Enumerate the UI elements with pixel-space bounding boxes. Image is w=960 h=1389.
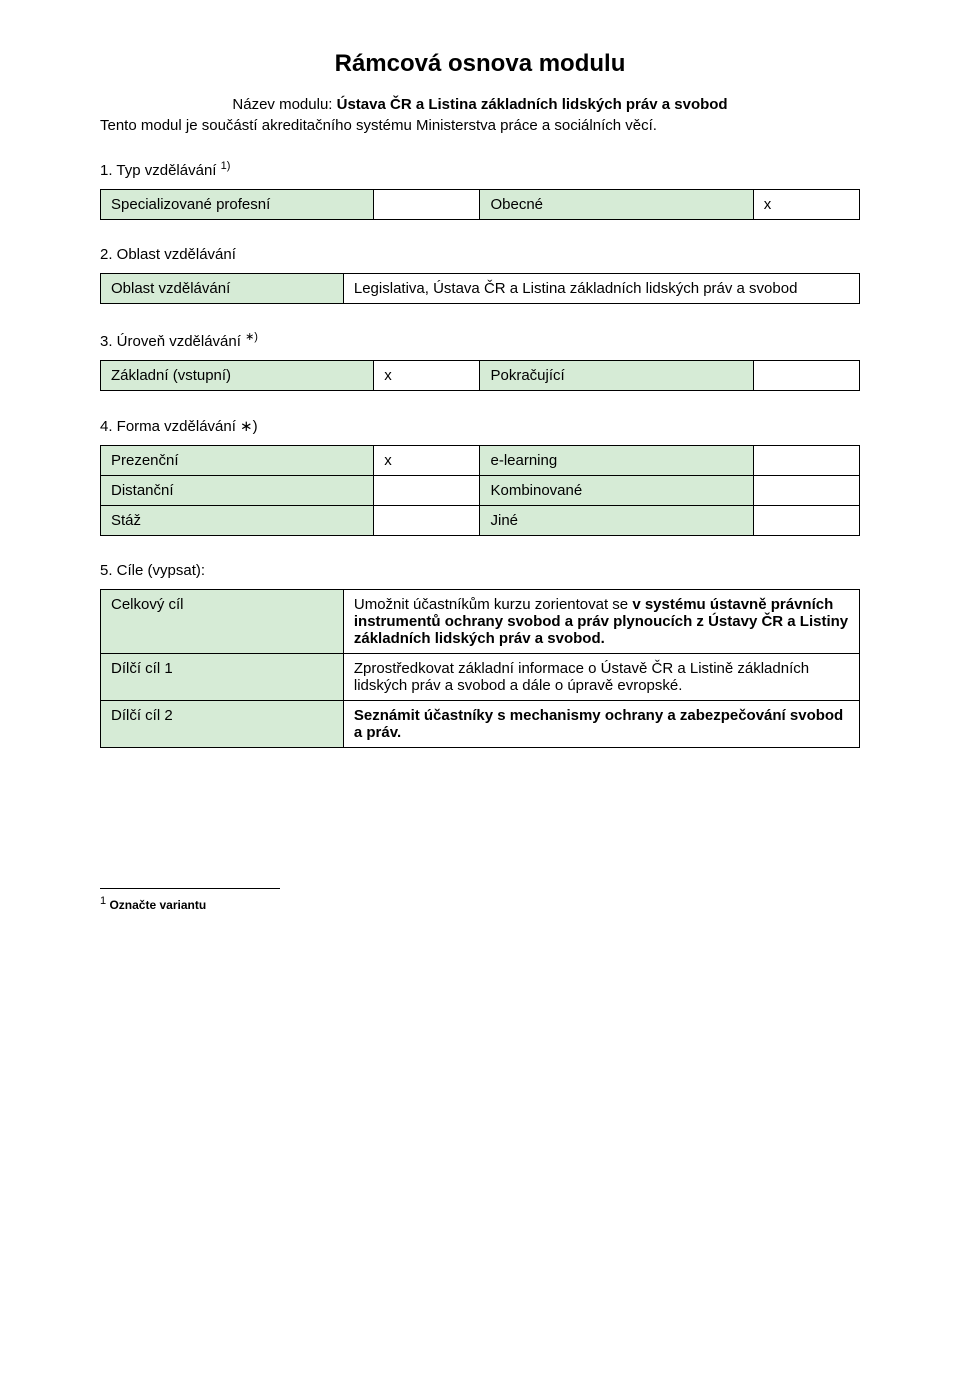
table-row: Dílčí cíl 2 Seznámit účastníky s mechani…: [101, 701, 860, 748]
goal-plain: Umožnit účastníkům kurzu zorientovat se: [354, 596, 632, 613]
table-goals: Celkový cíl Umožnit účastníkům kurzu zor…: [100, 589, 860, 748]
table-row: Základní (vstupní) x Pokračující: [101, 361, 860, 391]
module-name-prefix: Název modulu:: [232, 96, 336, 113]
module-name: Název modulu: Ústava ČR a Listina základ…: [100, 96, 860, 113]
cell-area-label: Oblast vzdělávání: [101, 274, 344, 304]
footnote-rule: [100, 888, 280, 889]
footnote-text: Označte variantu: [106, 898, 206, 912]
cell-goal-label: Celkový cíl: [101, 590, 344, 654]
cell-form-label: Kombinované: [480, 476, 753, 506]
cell-basic-label: Základní (vstupní): [101, 361, 374, 391]
cell-goal-label: Dílčí cíl 1: [101, 654, 344, 701]
cell-continuing-value: [753, 361, 859, 391]
cell-form-value: [753, 476, 859, 506]
section-2-heading: 2. Oblast vzdělávání: [100, 246, 860, 263]
cell-form-value: x: [374, 446, 480, 476]
table-row: Prezenční x e-learning: [101, 446, 860, 476]
section-5-heading: 5. Cíle (vypsat):: [100, 562, 860, 579]
table-row: Distanční Kombinované: [101, 476, 860, 506]
cell-form-value: [753, 446, 859, 476]
goal-bold: Seznámit účastníky s mechanismy ochrany …: [354, 707, 843, 741]
section-3-label: 3. Úroveň vzdělávání: [100, 333, 245, 350]
cell-goal-label: Dílčí cíl 2: [101, 701, 344, 748]
cell-specialized-label: Specializované profesní: [101, 190, 374, 220]
cell-form-label: Jiné: [480, 506, 753, 536]
table-education-form: Prezenční x e-learning Distanční Kombino…: [100, 445, 860, 536]
cell-general-value: x: [753, 190, 859, 220]
table-row: Specializované profesní Obecné x: [101, 190, 860, 220]
cell-general-label: Obecné: [480, 190, 753, 220]
footnote: 1 Označte variantu: [100, 895, 860, 912]
table-row: Dílčí cíl 1 Zprostředkovat základní info…: [101, 654, 860, 701]
page-title: Rámcová osnova modulu: [100, 50, 860, 78]
intro-text: Tento modul je součástí akreditačního sy…: [100, 117, 860, 134]
table-row: Celkový cíl Umožnit účastníkům kurzu zor…: [101, 590, 860, 654]
cell-basic-value: x: [374, 361, 480, 391]
cell-form-value: [753, 506, 859, 536]
table-row: Stáž Jiné: [101, 506, 860, 536]
cell-area-value: Legislativa, Ústava ČR a Listina základn…: [343, 274, 859, 304]
cell-goal-value: Zprostředkovat základní informace o Ústa…: [343, 654, 859, 701]
table-row: Oblast vzdělávání Legislativa, Ústava ČR…: [101, 274, 860, 304]
section-3-sup: ∗): [245, 331, 258, 343]
cell-form-value: [374, 476, 480, 506]
cell-form-label: Distanční: [101, 476, 374, 506]
table-education-level: Základní (vstupní) x Pokračující: [100, 360, 860, 391]
cell-form-label: Stáž: [101, 506, 374, 536]
cell-goal-value: Seznámit účastníky s mechanismy ochrany …: [343, 701, 859, 748]
cell-form-label: e-learning: [480, 446, 753, 476]
section-1-sup: 1): [221, 160, 231, 172]
goal-plain: Zprostředkovat základní informace o Ústa…: [354, 660, 809, 694]
section-1-label: 1. Typ vzdělávání: [100, 162, 221, 179]
section-3-heading: 3. Úroveň vzdělávání ∗): [100, 330, 860, 350]
table-type-of-education: Specializované profesní Obecné x: [100, 189, 860, 220]
cell-form-value: [374, 506, 480, 536]
cell-form-label: Prezenční: [101, 446, 374, 476]
table-education-area: Oblast vzdělávání Legislativa, Ústava ČR…: [100, 273, 860, 304]
section-1-heading: 1. Typ vzdělávání 1): [100, 160, 860, 179]
cell-continuing-label: Pokračující: [480, 361, 753, 391]
cell-goal-value: Umožnit účastníkům kurzu zorientovat se …: [343, 590, 859, 654]
cell-specialized-value: [374, 190, 480, 220]
module-name-value: Ústava ČR a Listina základních lidských …: [337, 96, 728, 113]
section-4-heading: 4. Forma vzdělávání ∗): [100, 417, 860, 435]
